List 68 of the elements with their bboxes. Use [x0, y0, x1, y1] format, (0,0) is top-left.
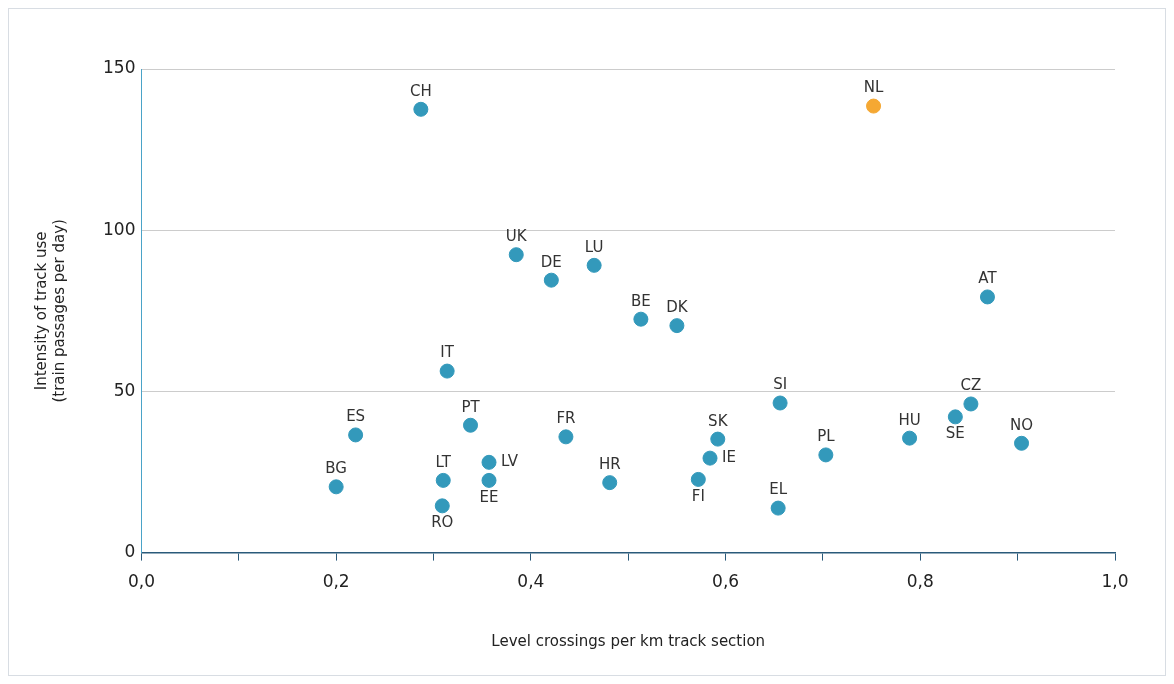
- data-label: CZ: [960, 376, 982, 395]
- point: [435, 472, 451, 488]
- data-label: AT: [978, 269, 998, 288]
- data-label: EE: [479, 487, 499, 506]
- point: [328, 479, 344, 495]
- data-label: IT: [440, 343, 455, 362]
- data-label: SK: [708, 411, 729, 430]
- data-label: LV: [501, 452, 519, 471]
- data-label: HU: [898, 410, 921, 429]
- data-label: BE: [630, 291, 651, 310]
- point: [669, 318, 685, 334]
- data-label: ES: [346, 407, 366, 426]
- data-label: PL: [817, 427, 836, 446]
- data-label: HR: [598, 455, 621, 474]
- point: [772, 395, 788, 411]
- y-axis-title: Intensity of track use (train passages per day): [31, 219, 68, 403]
- point: [818, 447, 834, 463]
- point: [947, 409, 963, 425]
- point: [690, 471, 706, 487]
- point: [963, 396, 979, 412]
- point: [710, 431, 726, 447]
- point: [463, 417, 479, 433]
- data-label: NO: [1010, 415, 1034, 434]
- x-tick-label: 0,4: [517, 571, 545, 592]
- point: [508, 247, 524, 263]
- point: [702, 450, 718, 466]
- data-label: SE: [945, 424, 965, 443]
- x-tick-label: 1,0: [1101, 571, 1129, 592]
- x-tick-label: 0,2: [322, 571, 350, 592]
- data-label: BG: [325, 459, 347, 478]
- point: [481, 454, 497, 470]
- point: [558, 429, 574, 445]
- point: [481, 472, 497, 488]
- data-label: UK: [505, 227, 528, 246]
- point: [543, 272, 559, 288]
- data-label: IE: [722, 448, 736, 467]
- x-tick-label: 0,8: [906, 571, 934, 592]
- point: [633, 311, 649, 327]
- data-label: DE: [540, 252, 562, 271]
- data-label: LT: [435, 452, 452, 471]
- point: [439, 363, 455, 379]
- point: [902, 430, 918, 446]
- data-label: FR: [556, 409, 576, 428]
- x-axis-title: Level crossings per km track section: [491, 631, 766, 650]
- x-tick-label: 0,6: [712, 571, 740, 592]
- y-tick-label: 100: [102, 218, 136, 239]
- x-tick-label: 0,0: [127, 571, 155, 592]
- data-label: EL: [769, 480, 788, 499]
- y-tick-label: 0: [124, 541, 136, 562]
- y-tick-label: 150: [102, 57, 136, 78]
- point: [348, 427, 364, 443]
- point: [770, 500, 786, 516]
- data-label: NL: [863, 78, 884, 97]
- point: [586, 257, 602, 273]
- data-label: RO: [431, 513, 454, 532]
- point: [866, 98, 882, 114]
- point: [602, 475, 618, 491]
- point: [1014, 435, 1030, 451]
- data-label: SI: [773, 375, 788, 394]
- data-label: FI: [691, 486, 705, 505]
- point: [434, 498, 450, 514]
- data-label: CH: [409, 81, 432, 100]
- point: [413, 101, 429, 117]
- data-label: DK: [666, 298, 689, 317]
- point: [979, 289, 995, 305]
- data-label: PT: [461, 397, 481, 416]
- data-label: LU: [584, 237, 604, 256]
- y-tick-label: 50: [113, 379, 136, 400]
